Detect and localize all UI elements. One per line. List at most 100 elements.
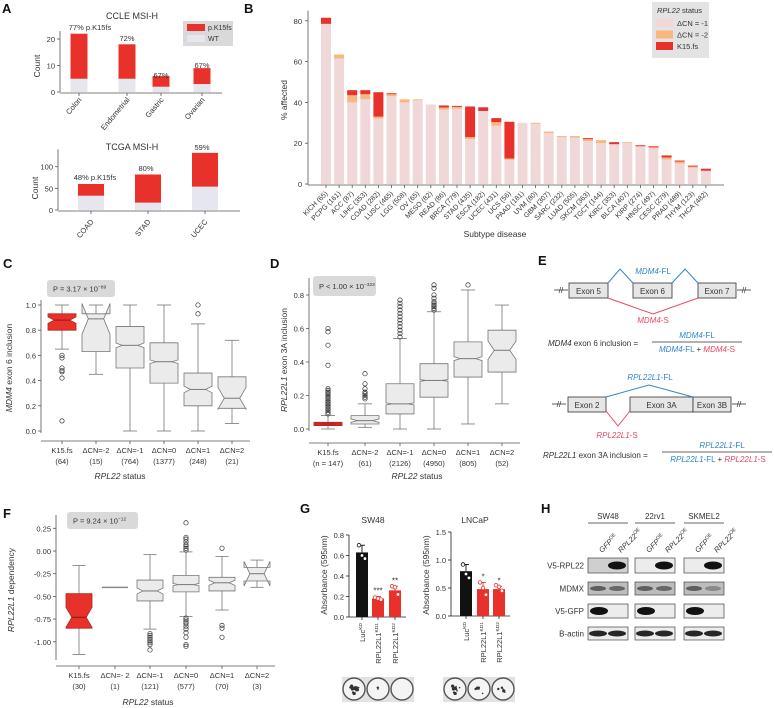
notched-box (217, 376, 247, 411)
x-tick-label: COAD (75, 217, 96, 240)
bar-segment (635, 145, 646, 147)
bar-wt (118, 78, 136, 92)
bar-segment (360, 99, 371, 184)
bar-segment (321, 17, 331, 24)
colony-well (390, 677, 414, 701)
outlier-point (147, 632, 153, 638)
protein-band (609, 586, 625, 591)
bar-annotation: 67% (153, 71, 168, 80)
data-point (356, 543, 362, 548)
bar-wt (192, 186, 218, 210)
colony-speck (481, 692, 484, 695)
notched-box (487, 329, 517, 373)
exon-box (697, 282, 737, 299)
outlier-point (325, 402, 331, 409)
break-mark: // (737, 400, 742, 409)
outlier-point (325, 411, 331, 417)
bar-segment (386, 93, 397, 95)
y-tick-label: 0.6 (26, 351, 36, 360)
x-tick-label: Endometrial (99, 95, 132, 132)
splice-fl-line (607, 268, 634, 284)
lane-label: RPL22OE (663, 526, 691, 554)
group-label: ΔCN=- 2 (101, 671, 130, 680)
legend-swatch-wt (187, 35, 205, 42)
y-tick-label: 0.4 (294, 358, 304, 367)
y-tick-label: 1.0 (26, 301, 36, 310)
lane-label: GFPOE (693, 532, 716, 555)
group-label: ΔCN=1 (210, 671, 234, 680)
x-axis-label: RPL22 status (94, 471, 145, 481)
y-tick-label: -0.75 (34, 615, 51, 624)
outlier-point (147, 634, 153, 640)
lane-label: RPL22OE (616, 526, 644, 554)
group-count: (764) (121, 457, 139, 466)
group-label: ΔCN=-1 (137, 671, 164, 680)
outlier-point (183, 547, 189, 553)
bar-wt (135, 202, 161, 210)
outlier-point (397, 297, 403, 303)
data-point (392, 585, 398, 590)
protein-band (590, 607, 608, 615)
group-count: (121) (141, 682, 159, 691)
colony-speck (497, 687, 500, 691)
group-count: (64) (55, 457, 69, 466)
colony-speck (353, 692, 355, 694)
notched-box (385, 383, 415, 415)
splice-s-line (605, 410, 631, 427)
bar-k15fs (192, 152, 218, 187)
outlier-point (183, 621, 189, 627)
y-tick-label: 0.8 (294, 291, 304, 300)
x-axis-label: Subtype disease (464, 229, 527, 239)
outlier-point (325, 408, 331, 414)
mdm4-s-label: MDM4-S (637, 316, 669, 325)
bar-segment (504, 158, 515, 160)
bar-segment (373, 92, 384, 117)
cell-line-label: 22rv1 (645, 512, 666, 521)
chart-title: SW48 (361, 515, 384, 525)
colony-speck (500, 686, 504, 689)
panel-label-a: A (2, 1, 12, 16)
notched-box (453, 341, 483, 378)
bar-k15fs (78, 184, 104, 196)
y-tick-label: 1.0 (436, 556, 446, 565)
bar-wt (193, 84, 211, 92)
bar-segment (687, 166, 698, 168)
y-tick-label: 0.00 (36, 547, 51, 556)
bar-segment (491, 118, 502, 123)
group-count: (n = 147) (313, 459, 344, 468)
exon-box (632, 282, 673, 299)
bar-segment (583, 139, 593, 142)
bar-segment (452, 108, 462, 184)
formula-denominator: RPL22L1-FL + RPL22L1-S (670, 455, 766, 464)
outlier-point (431, 305, 437, 311)
x-tick-label: STAD (133, 217, 153, 238)
legend-label: WT (208, 36, 220, 43)
bar-segment (386, 94, 397, 97)
outlier-point (147, 640, 153, 646)
group-count: (1377) (153, 457, 175, 466)
colony-speck (451, 684, 455, 688)
bar-k15fs (152, 76, 170, 87)
lane-label: RPL22OE (712, 526, 740, 554)
protein-band (590, 586, 606, 591)
group-count: (61) (358, 459, 372, 468)
outlier-point (431, 282, 437, 288)
outlier-point (183, 641, 189, 648)
protein-band (608, 630, 626, 637)
outlier-point (59, 375, 65, 381)
outlier-point (183, 545, 189, 551)
panel-label-b: B (244, 1, 253, 16)
bar-segment (661, 159, 672, 184)
bar-segment (438, 109, 449, 184)
group-label: ΔCN=-2 (83, 446, 110, 455)
bar-segment (491, 125, 502, 184)
colony-speck (456, 689, 458, 692)
legend-title: RPL22 status (657, 6, 702, 15)
outlier-point (325, 404, 331, 410)
outlier-point (431, 285, 437, 291)
group-count: (52) (495, 459, 509, 468)
mdm4-fl-label: MDM4-FL (635, 267, 671, 276)
y-axis-label: MDM4 exon 6 inclusion (4, 324, 14, 413)
y-tick-label: 40 (294, 98, 302, 107)
significance-stars: *** (373, 587, 382, 596)
